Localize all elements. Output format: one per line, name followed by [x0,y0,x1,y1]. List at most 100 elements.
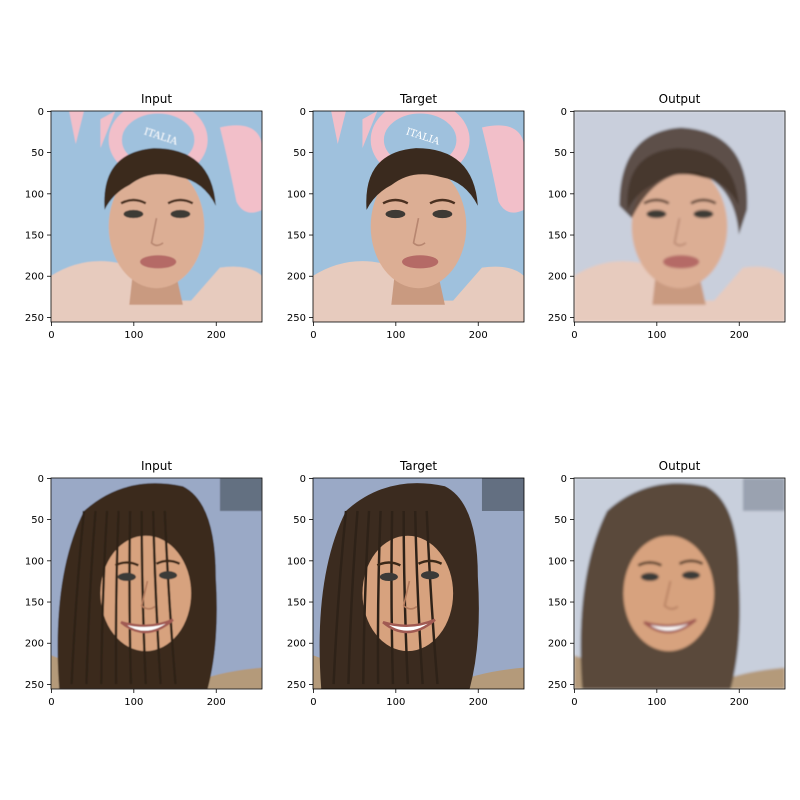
hair-strand [70,510,86,685]
y-tick-label: 250 [548,680,567,691]
panel-output: Output 0 100 200 0 50 100 150 200 250 [548,459,786,708]
eye [379,572,398,582]
x-tick-label: 200 [730,330,749,341]
y-tick-label: 150 [287,598,306,609]
eyebrow [155,559,181,565]
eyebrow [637,561,662,567]
axes-frame [312,110,525,323]
background-shadow [219,478,262,511]
smile [120,618,174,634]
hair-strand [85,510,97,685]
x-tick-label: 100 [647,330,666,341]
lips [663,255,700,269]
smile [382,618,436,634]
y-tick-label: 150 [25,598,44,609]
y-tick-label: 0 [38,107,44,118]
eye [646,209,667,219]
panel-image [313,478,524,689]
eyebrow [417,559,443,565]
nose [140,580,156,610]
y-tick-label: 250 [25,680,44,691]
logo-letter [69,111,84,144]
y-tick-label: 200 [548,272,567,283]
y-tick-label: 0 [561,107,567,118]
panel-title: Input [141,459,172,473]
eyebrow [376,561,401,567]
y-tick-label: 200 [287,272,306,283]
y-tick-label: 250 [287,313,306,324]
y-tick-label: 150 [548,598,567,609]
x-tick-label: 200 [469,697,488,708]
eyebrow [382,198,409,205]
y-tick-label: 50 [31,515,44,526]
x-tick-label: 200 [207,697,226,708]
face [108,164,205,289]
face [623,535,715,652]
y-tick-label: 50 [554,148,567,159]
hair-strand [362,510,371,685]
y-tick-label: 200 [25,272,44,283]
y-tick-label: 250 [548,313,567,324]
eye [640,572,659,582]
x-tick-label: 0 [310,697,316,708]
x-tick-label: 0 [310,330,316,341]
panel-image [574,478,785,689]
y-tick-label: 50 [293,515,306,526]
y-tick-label: 100 [548,189,567,200]
logo-letter [100,111,116,149]
hair-strand [114,510,120,685]
shirt [574,261,785,322]
y-tick-label: 200 [548,639,567,650]
panel-input: Input ITALIA 0 100 200 0 50 100 150 200 250 [25,92,263,341]
panel-output: Output 0 100 200 0 50 100 150 200 250 [548,92,786,341]
hair [619,127,748,235]
background-shadow [481,478,524,511]
x-tick-label: 100 [124,330,143,341]
y-tick-label: 0 [561,474,567,485]
eyebrow [678,559,704,565]
nose [663,580,679,610]
panel-input: Input 0 100 200 0 50 100 150 200 250 [25,459,263,708]
logo-letter [362,111,378,149]
hair-strand [402,510,410,685]
face [370,164,467,289]
logo-letter [331,111,346,144]
hair-strand [140,510,148,685]
hair [104,148,216,210]
logo-letter [219,125,262,213]
eyebrow [429,198,456,205]
lips [140,255,177,269]
eyebrow [120,198,147,205]
x-tick-label: 0 [571,697,577,708]
panel-title: Output [659,92,701,106]
axes-frame [573,110,786,323]
panel-title: Output [659,459,701,473]
panel-image: ITALIA [51,111,262,322]
y-tick-label: 200 [287,639,306,650]
axes-frame [50,477,263,690]
eyebrow [167,198,194,205]
hair-strand [425,510,439,685]
eye [432,209,453,219]
hair-strand [347,510,359,685]
x-tick-label: 0 [571,330,577,341]
y-tick-label: 50 [293,148,306,159]
eyebrow [690,198,717,205]
eyebrow [643,198,670,205]
eye [123,209,144,219]
y-tick-label: 150 [25,231,44,242]
shirt [313,261,524,322]
hair-strand [163,510,177,685]
hair [623,506,715,553]
x-tick-label: 100 [386,697,405,708]
logo-letter [481,125,524,213]
eye [693,209,714,219]
eye [681,571,701,580]
x-tick-label: 100 [647,697,666,708]
lips [402,255,439,269]
eye [170,209,191,219]
x-tick-label: 200 [207,330,226,341]
panel-title: Input [141,92,172,106]
face [362,535,454,652]
hair-strand [390,510,395,685]
